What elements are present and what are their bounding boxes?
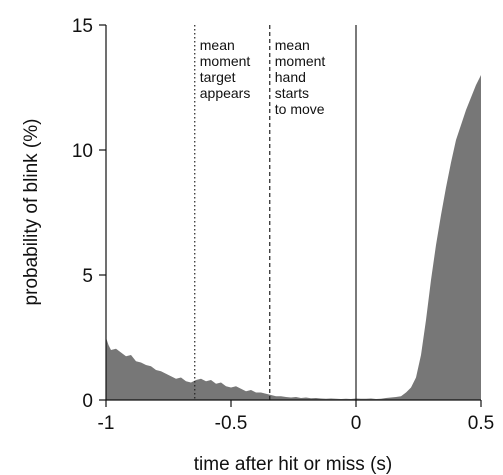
series-area-0 bbox=[106, 75, 481, 400]
y-tick-label: 15 bbox=[72, 16, 93, 37]
annotations: mean moment target appears mean moment hand sta… bbox=[200, 37, 326, 117]
y-tick-label: 10 bbox=[72, 141, 93, 162]
x-tick-label: 0 bbox=[351, 413, 362, 434]
reference-lines bbox=[194, 25, 357, 400]
y-tick-label: 0 bbox=[82, 391, 93, 412]
x-axis-label: time after hit or miss (s) bbox=[194, 454, 392, 475]
y-axis-label: probability of blink (%) bbox=[21, 119, 42, 306]
x-tick-label: 0.5 bbox=[468, 413, 494, 434]
reference-annotation-1: mean moment hand starts to move bbox=[275, 37, 326, 117]
x-tick-label: -1 bbox=[98, 413, 115, 434]
ticks: -1 -0.5 0 0.5 0 5 10 15 bbox=[72, 16, 494, 434]
y-tick-label: 5 bbox=[82, 266, 93, 287]
reference-annotation-0: mean moment target appears bbox=[200, 37, 251, 101]
axes-frame bbox=[105, 25, 481, 401]
area-layer bbox=[106, 75, 481, 400]
x-tick-label: -0.5 bbox=[215, 413, 248, 434]
